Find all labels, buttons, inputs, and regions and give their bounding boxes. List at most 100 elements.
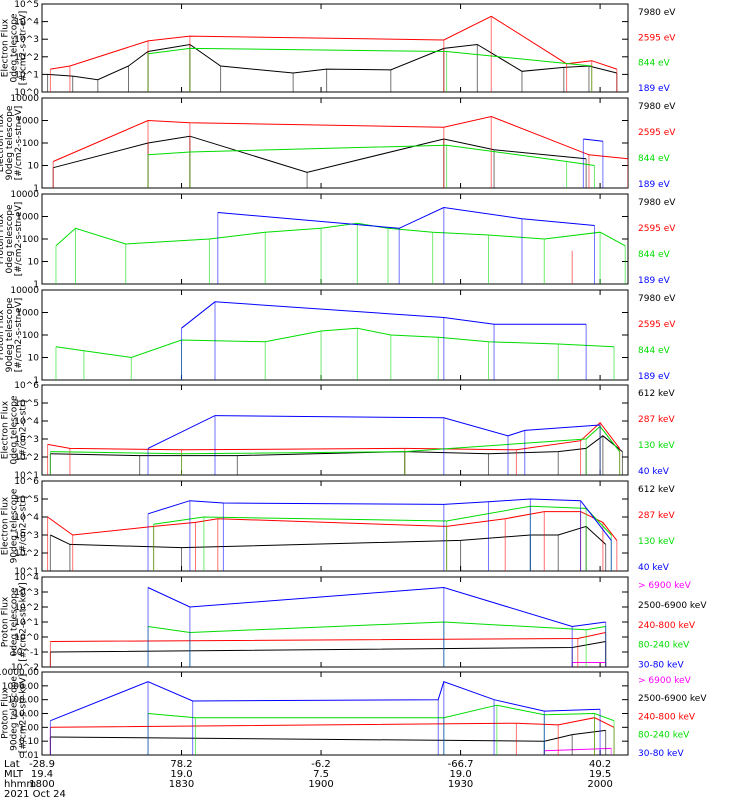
y-tick-label: 10^6 [14,477,39,487]
series-line-2 [47,511,618,541]
legend-entry: 844 eV [638,154,671,164]
y-axis-label-line: Electron Flux [1,18,11,77]
series-line-3 [147,47,592,67]
y-tick-label: 10^0 [14,88,39,98]
y-axis-label-line: [#/cm2-s-str-eV] [19,11,29,86]
series-group [52,115,628,188]
y-axis-label-line: 0deg telescope [10,395,20,465]
legend-entry: 612 keV [638,389,675,399]
y-axis-label-line: MEPED [0,510,2,542]
series-line-1 [544,747,612,752]
y-axis-label-line: 90deg telescope [10,488,20,563]
series-line-3 [50,717,615,728]
y-tick-label: 10^2 [14,549,39,559]
panel-1: 10^010^110^210^310^410^5TEDElectron Flux… [0,0,676,98]
y-tick-label: 10000 [10,286,39,296]
y-axis-label-line: Proton Flux [0,309,6,360]
legend-entry: 40 keV [638,467,670,477]
y-axis-label-line: MEPED [0,414,2,446]
series-group [47,15,618,92]
legend-entry: 7980 eV [638,294,676,304]
x-tick-label: 1930 [448,779,473,790]
series-line-3 [50,425,620,455]
y-tick-label: 10^2 [14,603,39,613]
y-axis-label-line: [#/cm2-s-str-keV] [19,674,29,753]
y-tick-label: 10 [28,354,40,364]
legend-entry: 40 keV [638,563,670,573]
y-axis-label-line: 0deg telescope [10,13,20,83]
xaxis-row-label-hhmm: hhmm [4,779,36,790]
xaxis-date: 2021 Oct 24 [4,789,66,800]
series-line-4 [147,498,612,541]
panel-frame [41,3,629,93]
series-line-1 [50,525,607,549]
y-axis-label-line: Proton Flux [1,596,11,647]
y-tick-label: 10000 [10,94,39,104]
y-tick-label: 10^4 [14,513,39,523]
legend-entry: 7980 eV [638,198,676,208]
y-axis-label-line: [#/cm2-s-str] [19,496,29,556]
y-tick-label: 10^3 [14,435,39,445]
series-line-3 [147,144,595,166]
series-line-3 [153,505,612,536]
x-tick-label: 7.5 [313,769,329,780]
y-tick-label: 100.00 [8,696,40,706]
x-tick-label: 19.4 [31,769,53,780]
y-tick-label: 10000.00 [0,668,39,678]
y-axis-label-line: [#/cm2-s-str-keV] [19,582,29,661]
y-axis-label-line: TED [0,39,2,58]
panel-5: 10^1 10^2 10^3 10^4 10^5 10^6 MEPEDElectron Fl… [0,381,675,481]
y-tick-label: 1 [33,280,39,290]
x-tick-label: 19.0 [449,769,471,780]
series-line-1 [50,435,623,457]
legend-entry: 844 eV [638,346,671,356]
series-line-3 [55,222,626,247]
y-axis-label-line: [#/cm2-s-str-eV] [14,202,24,277]
legend-entry: 287 keV [638,415,675,425]
legend-entry: 612 keV [638,485,675,495]
x-tick-label: -28.9 [29,759,55,770]
y-tick-label: 100 [22,331,39,341]
y-tick-label: 10^-2 [11,663,39,673]
legend-entry: 844 eV [638,59,671,69]
y-axis-label-line: Proton Flux [1,688,11,739]
legend-entry: 7980 eV [638,102,676,112]
y-tick-label: 10^3 [14,35,39,45]
legend-entry: 2500-6900 keV [638,601,707,611]
y-axis-label-line: [#/cm2-s-str-eV] [14,106,24,181]
series-line-3 [50,632,606,642]
x-axis: Lat MLT hhmm 2021 Oct 24 -28.9 78.2 -6.2 -6… [4,759,613,800]
legend-entry: 130 keV [638,537,675,547]
panel-frame [41,384,629,476]
x-tick-label: 2000 [587,779,612,790]
xaxis-row-label-mlt: MLT [4,769,24,780]
y-tick-label: 10^1 [14,618,39,628]
series-line-4 [217,206,595,229]
y-axis-label: MEPEDElectron Flux0deg telescope[#/cm2-s… [0,395,29,465]
series-line-3 [55,327,615,359]
y-tick-label: 10000 [10,190,39,200]
series-line-2 [50,729,606,742]
legend-entry: 7980 eV [638,8,676,18]
y-axis-label: Electron Flux90deg telescope[#/cm2-s-str… [0,105,24,180]
y-tick-label: 10^2 [14,53,39,63]
y-axis-label: Proton Flux90deg telescope[#/cm2-s-str-e… [0,297,24,372]
series-line-4 [181,301,587,329]
y-tick-label: 10^1 [14,567,39,577]
legend-entry: 2595 eV [638,224,676,234]
legend-entry: 2595 eV [638,128,676,138]
y-axis-label-line: 0deg telescope [10,587,20,657]
legend-entry: > 6900 keV [638,581,692,591]
y-axis-label-line: Electron Flux [1,496,11,555]
series-group [49,681,615,755]
series-group [49,586,607,667]
y-tick-label: 1 [33,184,39,194]
y-axis-label-line: Proton Flux [0,213,6,264]
y-tick-label: 10^1 [14,471,39,481]
x-tick-label: 1830 [169,779,194,790]
panel-frame [41,480,629,572]
panel-6: 10^110^210^310^410^510^6MEPEDElectron Fl… [0,477,675,577]
y-tick-label: 10 [28,258,40,268]
